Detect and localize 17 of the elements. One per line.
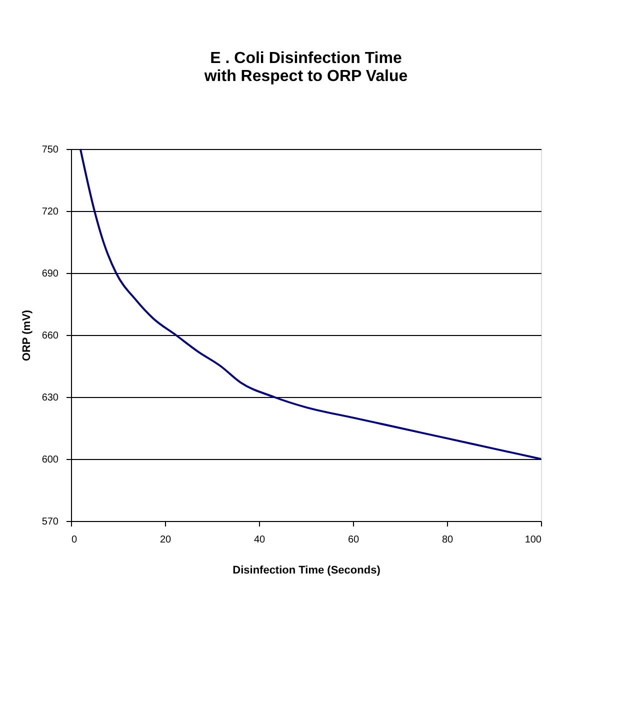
y-tick-label: 690 (42, 268, 59, 280)
y-tick-label: 630 (42, 392, 59, 404)
line-series (79, 148, 542, 460)
x-tick-label: 80 (442, 534, 454, 546)
y-tick-label: 750 (42, 144, 59, 156)
y-tick-label: 720 (42, 206, 59, 218)
x-axis-title: Disinfection Time (Seconds) (232, 564, 381, 576)
chart-title: E . Coli Disinfection Time with Respect to ORP Value (203, 50, 408, 85)
x-tick-label: 40 (254, 534, 266, 546)
y-tick-label: 600 (42, 454, 59, 466)
x-tick-label: 100 (524, 534, 542, 546)
y-axis-title: ORP (mV) (20, 310, 33, 362)
x-tick-label: 20 (160, 534, 172, 546)
y-tick-label: 570 (42, 516, 59, 528)
y-tick-label: 660 (42, 330, 59, 342)
x-tick-label: 60 (348, 534, 360, 546)
x-tick-label: 0 (72, 534, 78, 546)
